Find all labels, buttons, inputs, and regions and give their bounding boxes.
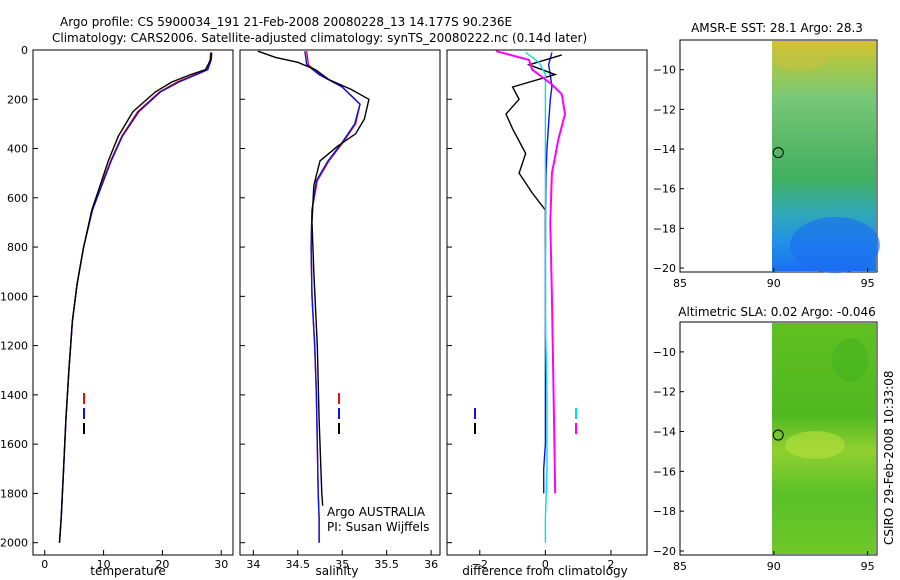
map-y-tick-label: −12 (653, 103, 676, 116)
map-y-tick-label: −10 (653, 346, 676, 359)
title-line-2: Climatology: CARS2006. Satellite-adjuste… (52, 31, 587, 45)
map-x-tick-label: 95 (861, 560, 875, 573)
x-tick-label: 0 (542, 558, 549, 571)
y-tick-label: 1400 (0, 389, 28, 402)
y-tick-label: 600 (7, 192, 28, 205)
series-line-salinity-satellite (525, 51, 548, 543)
x-tick-label: 36 (424, 558, 438, 571)
salinity-panel: salinity Argo AUSTRALIA PI: Susan Wijffe… (239, 49, 441, 578)
x-tick-label: 30 (214, 558, 228, 571)
map-x-tick-label: 85 (673, 277, 687, 290)
map-y-tick-label: −12 (653, 386, 676, 399)
y-tick-label: 1800 (0, 487, 28, 500)
x-tick-label: 35 (335, 558, 349, 571)
sst-map-cool-patch (790, 217, 880, 273)
sla-map-title: Altimetric SLA: 0.02 Argo: -0.046 (678, 305, 875, 319)
series-line-temperature-argo-adj- (505, 54, 563, 248)
x-tick-label: 10 (97, 558, 111, 571)
y-tick-label: 1200 (0, 340, 28, 353)
salinity-xlabel: salinity (315, 564, 358, 578)
argo-position-marker (772, 429, 784, 441)
difference-xlabel: difference from climatology (462, 564, 628, 578)
salinity-annotation-line-1: Argo AUSTRALIA (327, 505, 426, 519)
title-line-1: Argo profile: CS 5900034_191 21-Feb-2008… (60, 15, 512, 29)
map-x-tick-label: 90 (767, 277, 781, 290)
map-x-tick-label: 95 (861, 277, 875, 290)
y-tick-label: 800 (7, 241, 28, 254)
y-tick-label: 0 (21, 44, 28, 57)
map-y-tick-label: −18 (653, 505, 676, 518)
map-y-tick-label: −20 (653, 262, 676, 275)
argo-position-marker (772, 147, 784, 159)
sst-map-warm-patch (774, 50, 826, 70)
x-tick-label: 35.5 (374, 558, 399, 571)
sla-map-light-patch (785, 431, 845, 459)
x-tick-label: 20 (155, 558, 169, 571)
map-y-tick-label: −14 (653, 426, 676, 439)
map-y-tick-label: −10 (653, 64, 676, 77)
x-tick-label: 2 (607, 558, 614, 571)
y-tick-label: 1600 (0, 438, 28, 451)
salinity-annotation-line-2: PI: Susan Wijffels (327, 520, 429, 534)
series-line-salinity-argo-adj- (495, 50, 567, 494)
map-x-tick-label: 90 (767, 560, 781, 573)
difference-panel: difference from climatology −2 0 2 (446, 49, 648, 578)
map-y-tick-label: −20 (653, 545, 676, 558)
sla-map-panel: Altimetric SLA: 0.02 Argo: -0.046 85 90 95… (653, 305, 878, 573)
series-line-argo-raw-qc- (58, 52, 212, 543)
map-y-tick-label: −16 (653, 183, 676, 196)
temperature-xlabel: temperature (90, 564, 165, 578)
y-tick-label: 2000 (0, 537, 28, 550)
map-x-tick-label: 85 (673, 560, 687, 573)
temperature-panel: temperature 0 10 20 30 0 200 400 600 800 1000 1200… (0, 44, 234, 578)
map-y-tick-label: −18 (653, 222, 676, 235)
x-tick-label: 0 (41, 558, 48, 571)
temperature-plot-frame (32, 49, 234, 556)
map-y-tick-label: −14 (653, 143, 676, 156)
x-tick-label: 34 (246, 558, 260, 571)
y-tick-label: 1000 (0, 290, 28, 303)
salinity-plot-frame (239, 49, 441, 556)
sst-map-panel: AMSR-E SST: 28.1 Argo: 28.3 85 90 95 −10 −12… (653, 21, 880, 290)
series-line-argo-raw-qc- (257, 50, 370, 506)
y-tick-label: 200 (7, 93, 28, 106)
sla-map-dark-patch (832, 338, 868, 382)
side-label: CSIRO 29-Feb-2008 10:33:08 (882, 370, 896, 545)
sst-map-title: AMSR-E SST: 28.1 Argo: 28.3 (691, 21, 863, 35)
map-y-tick-label: −16 (653, 465, 676, 478)
series-line-satellite-adj-clim- (304, 51, 361, 543)
x-tick-label: 34.5 (286, 558, 311, 571)
x-tick-label: −2 (472, 558, 488, 571)
y-tick-label: 400 (7, 143, 28, 156)
